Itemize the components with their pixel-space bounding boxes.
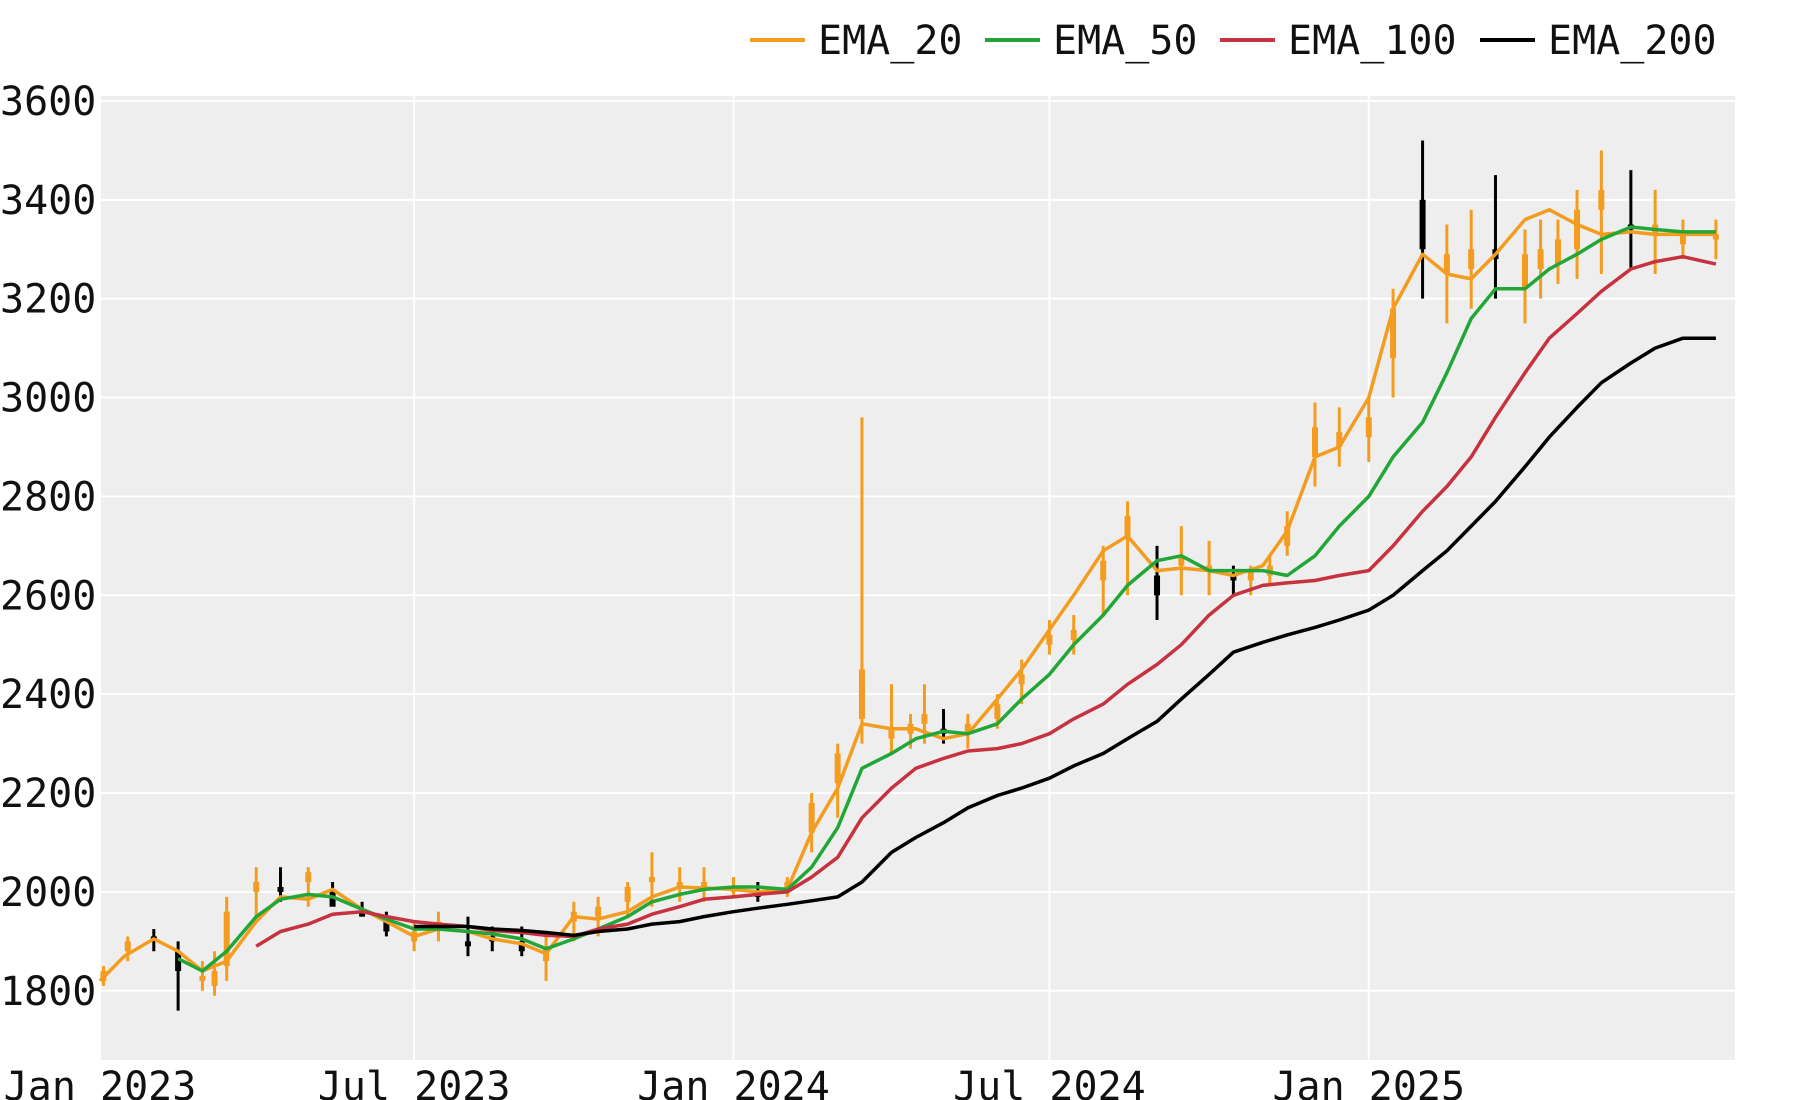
candle-body: [624, 886, 631, 902]
candle-body: [305, 872, 312, 883]
candle-body: [1537, 249, 1544, 270]
candle-body: [518, 941, 525, 952]
y-tick-label: 1800: [0, 969, 96, 1015]
x-tick-label: Jan 2024: [637, 1064, 830, 1100]
candle-body: [175, 951, 182, 972]
x-tick-label: Jan 2025: [1272, 1064, 1465, 1100]
candle-body: [1574, 209, 1581, 250]
x-tick-label: Jul 2023: [318, 1064, 511, 1100]
candlesticks: [100, 140, 1719, 1011]
series-line-ema-50: [177, 225, 1716, 973]
candle-body: [1230, 575, 1237, 581]
candle-body: [808, 802, 815, 833]
candle-body: [701, 882, 708, 887]
candle-body: [199, 975, 206, 981]
legend-label: EMA_100: [1288, 18, 1457, 64]
x-tick-label: Jan 2023: [4, 1064, 197, 1100]
candle-body: [834, 753, 841, 784]
candle-body: [1070, 629, 1077, 640]
candle-body: [359, 911, 366, 917]
candle-body: [921, 713, 928, 724]
candle-body: [1311, 427, 1318, 457]
candle-body: [253, 882, 260, 892]
y-axis-ticks: 1800 2000 2200 2400 2600 2800 3000 3200 3400 3600: [0, 79, 96, 1015]
candle-body: [1521, 254, 1528, 289]
y-tick-label: 3400: [0, 178, 96, 224]
ema-series: [98, 207, 1717, 983]
candle-body: [1336, 432, 1343, 447]
candle-body: [1679, 234, 1686, 245]
candle-body: [1206, 565, 1213, 571]
candle-body: [1419, 199, 1426, 250]
legend: EMA_20 EMA_50 EMA_100 EMA_200: [750, 18, 1717, 64]
candle-body: [1046, 634, 1053, 645]
candle-body: [858, 669, 865, 719]
candle-body: [964, 723, 971, 734]
candle-body: [329, 891, 336, 907]
y-tick-label: 2600: [0, 573, 96, 619]
candle-body: [1598, 189, 1605, 210]
candle-body: [1018, 674, 1025, 685]
candle-body: [211, 971, 218, 986]
candle-body: [1178, 555, 1185, 566]
candle-body: [648, 877, 655, 883]
candle-body: [1124, 516, 1131, 536]
series-line-ema-200: [414, 336, 1716, 938]
legend-label: EMA_50: [1053, 18, 1198, 64]
candle-body: [888, 728, 895, 739]
candle-body: [1284, 526, 1291, 546]
candle-body: [1712, 234, 1719, 240]
y-tick-label: 3000: [0, 376, 96, 422]
y-tick-label: 3600: [0, 79, 96, 125]
candle-body: [383, 921, 390, 932]
x-tick-label: Jul 2024: [953, 1064, 1146, 1100]
y-tick-label: 2800: [0, 474, 96, 520]
candle-body: [277, 886, 284, 892]
candle-body: [994, 704, 1001, 719]
y-tick-label: 2200: [0, 771, 96, 817]
candle-body: [464, 941, 471, 947]
plot-background: [100, 96, 1735, 1060]
candle-body: [1554, 239, 1561, 265]
y-tick-label: 2400: [0, 672, 96, 718]
candle-body: [1100, 560, 1107, 581]
y-tick-label: 2000: [0, 870, 96, 916]
candle-body: [1468, 249, 1475, 270]
grid-lines: [99, 96, 1735, 1060]
y-tick-label: 3200: [0, 277, 96, 323]
legend-label: EMA_20: [818, 18, 963, 64]
candle-body: [1443, 254, 1450, 274]
x-axis-ticks: Jan 2023 Jul 2023 Jan 2024 Jul 2024 Jan 2025: [4, 1064, 1465, 1100]
candle-body: [1247, 570, 1254, 581]
candle-body: [595, 906, 602, 917]
candle-body: [124, 941, 131, 952]
candle-body: [223, 911, 230, 967]
legend-label: EMA_200: [1548, 18, 1717, 64]
candle-body: [676, 882, 683, 887]
candle-body: [1390, 308, 1397, 359]
candle-body: [1154, 575, 1161, 596]
candle-body: [1365, 417, 1372, 438]
